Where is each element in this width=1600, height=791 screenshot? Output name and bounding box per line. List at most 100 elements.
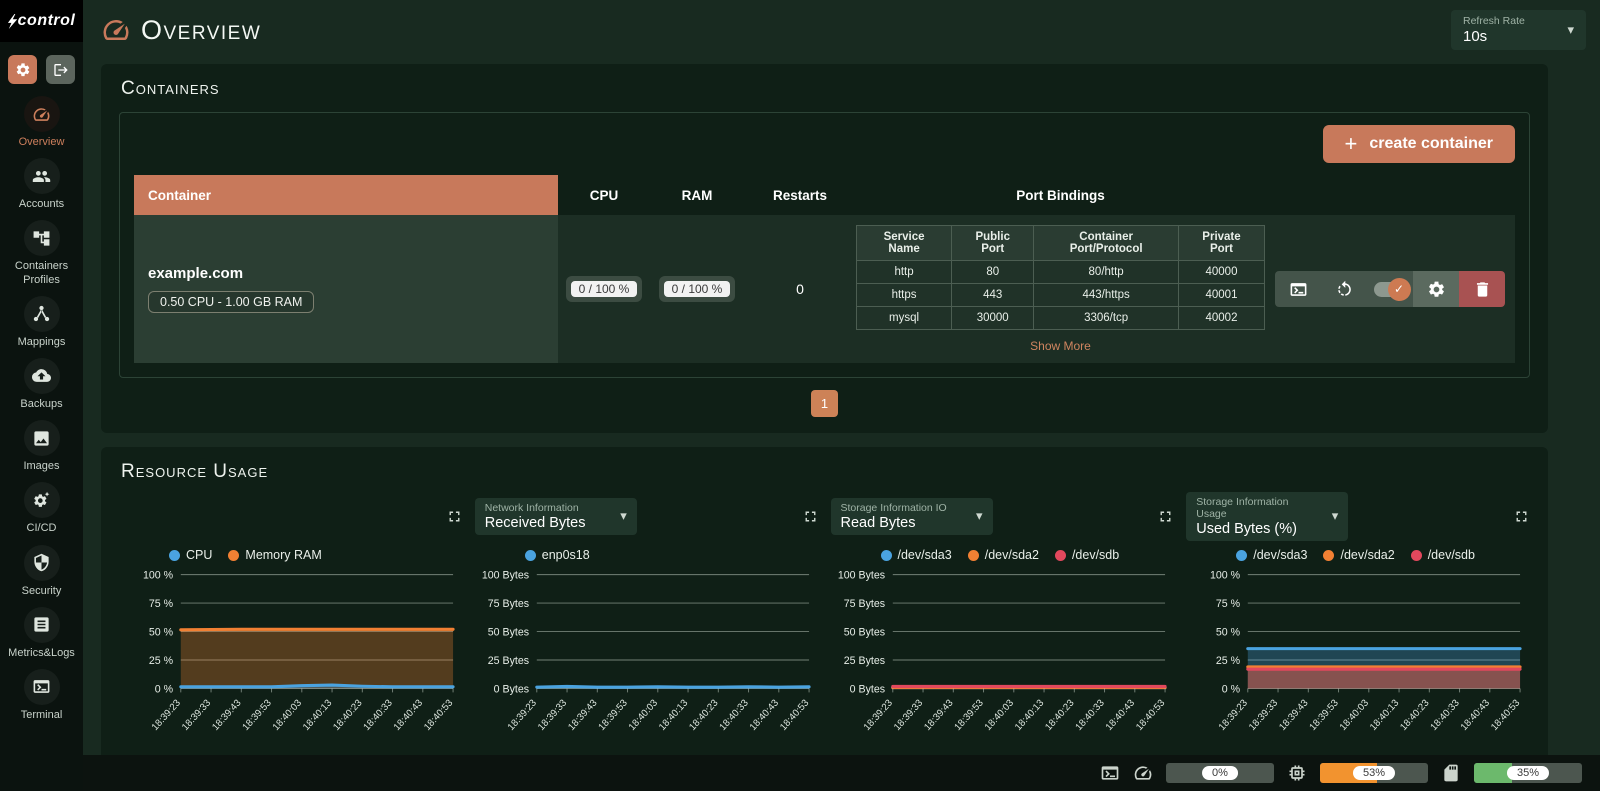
create-container-button[interactable]: + create container (1322, 125, 1515, 163)
svg-text:100 %: 100 % (1210, 569, 1241, 581)
load-progress-bar: 0% (1166, 763, 1274, 783)
svg-text:18:40:53: 18:40:53 (422, 698, 455, 733)
legend-item[interactable]: /dev/sdb (1410, 548, 1475, 562)
legend-dot (1236, 549, 1248, 561)
fullscreen-icon (449, 511, 460, 521)
chart-canvas: 100 % 75 % 50 % 25 % 0 % 18:39:23 18:39:33 18:3… (119, 563, 463, 753)
container-delete-button[interactable] (1459, 271, 1505, 307)
refresh-rate-dropdown[interactable]: Refresh Rate 10s ▾ (1451, 10, 1586, 50)
people-icon (32, 170, 51, 182)
logs-icon (34, 617, 49, 632)
ports-col-protocol: Container Port/Protocol (1033, 225, 1179, 261)
container-name-cell[interactable]: example.com 0.50 CPU - 1.00 GB RAM (134, 215, 558, 363)
svg-text:18:40:43: 18:40:43 (748, 698, 781, 733)
legend-item[interactable]: /dev/sda2 (1323, 548, 1395, 562)
tree-icon (33, 231, 50, 246)
svg-text:0 %: 0 % (1222, 683, 1241, 695)
legend-dot (169, 549, 180, 561)
sidebar-item-containers-profiles[interactable]: Containers Profiles (0, 220, 83, 286)
gauge-icon (103, 20, 129, 41)
legend-item[interactable]: /dev/sdb (1054, 548, 1119, 562)
svg-text:18:39:53: 18:39:53 (240, 698, 273, 733)
toggle-switch: ✓ (1373, 277, 1411, 301)
storage-usage-metric-dropdown[interactable]: Storage Information Usage Used Bytes (%)… (1186, 491, 1349, 541)
svg-text:25 %: 25 % (149, 655, 174, 667)
svg-text:50 Bytes: 50 Bytes (843, 626, 884, 638)
chart-network: Network Information Received Bytes ▾ enp… (474, 495, 819, 753)
chart-storage-usage: Storage Information Usage Used Bytes (%)… (1186, 491, 1530, 753)
legend-item[interactable]: /dev/sda2 (967, 548, 1039, 562)
cpu-chip-icon (1287, 763, 1307, 783)
chevron-down-icon: ▾ (1567, 22, 1574, 37)
column-header-cpu: CPU (589, 187, 619, 203)
sidebar-item-security[interactable]: Security (0, 544, 83, 598)
container-terminal-button[interactable] (1275, 271, 1321, 307)
container-restart-button[interactable] (1321, 271, 1367, 307)
svg-text:0 Bytes: 0 Bytes (493, 683, 528, 695)
legend-dot (1323, 549, 1335, 561)
svg-text:18:40:23: 18:40:23 (1043, 698, 1076, 733)
resource-usage-panel: Resource Usage CPU Memory RAM 100 % 75 % 5… (101, 447, 1548, 769)
port-bindings-table: Service Name Public Port Container Port/… (855, 225, 1266, 330)
toggle-check-icon: ✓ (1387, 277, 1411, 301)
chart-cpu-memory: CPU Memory RAM 100 % 75 % 50 % 25 % 0 % 18:39… (119, 495, 463, 753)
cpu-percent: 53% (1352, 766, 1396, 780)
svg-text:18:40:53: 18:40:53 (778, 698, 811, 733)
svg-text:18:40:13: 18:40:13 (1012, 698, 1045, 733)
sidebar-item-label: Containers Profiles (14, 260, 69, 286)
containers-section-title: Containers (121, 78, 220, 99)
sidebar-nav: Overview Accounts Containers Profiles Ma… (0, 96, 83, 731)
main-content: Overview Refresh Rate 10s ▾ Containers +… (83, 0, 1600, 791)
legend-item[interactable]: enp0s18 (524, 548, 590, 562)
svg-text:18:40:33: 18:40:33 (362, 698, 395, 733)
legend-item[interactable]: /dev/sda3 (1236, 548, 1307, 562)
fullscreen-button[interactable] (1513, 508, 1530, 525)
legend-item[interactable]: Memory RAM (228, 548, 322, 562)
ports-col-private: Private Port (1177, 225, 1266, 261)
containers-table-box: + create container Container CPU RAM Res… (119, 112, 1530, 378)
svg-text:50 Bytes: 50 Bytes (488, 626, 529, 638)
column-header-actions (1265, 175, 1515, 215)
ram-cell: 0 / 100 % (650, 215, 744, 363)
sidebar-item-overview[interactable]: Overview (0, 96, 83, 149)
page-button-1[interactable]: 1 (811, 390, 838, 417)
svg-text:50 %: 50 % (1216, 626, 1241, 638)
fullscreen-icon (805, 511, 815, 521)
svg-text:18:40:03: 18:40:03 (271, 698, 304, 733)
fullscreen-button[interactable] (1157, 508, 1174, 525)
column-header-container: Container (134, 175, 558, 215)
svg-text:18:40:53: 18:40:53 (1489, 698, 1522, 733)
legend-item[interactable]: CPU (169, 548, 212, 562)
sidebar-item-metrics-logs[interactable]: Metrics&Logs (0, 606, 83, 660)
terminal-icon[interactable] (1100, 763, 1120, 783)
gauge-icon (33, 107, 50, 121)
sidebar-item-images[interactable]: Images (0, 420, 83, 473)
storage-io-metric-dropdown[interactable]: Storage Information IO Read Bytes ▾ (830, 497, 993, 535)
sidebar-item-backups[interactable]: Backups (0, 357, 83, 411)
fullscreen-icon (1516, 511, 1527, 521)
settings-button[interactable] (8, 55, 37, 84)
svg-text:0 %: 0 % (155, 683, 174, 695)
container-settings-button[interactable] (1413, 271, 1459, 307)
restarts-cell: 0 (744, 215, 856, 363)
chart-legend: CPU Memory RAM (169, 547, 463, 563)
sidebar-item-accounts[interactable]: Accounts (0, 158, 83, 211)
page-title: Overview (141, 14, 262, 45)
legend-dot (880, 549, 892, 561)
sidebar-item-mappings[interactable]: Mappings (0, 295, 83, 349)
sidebar-item-cicd[interactable]: CI/CD (0, 482, 83, 535)
svg-text:18:40:23: 18:40:23 (687, 698, 720, 733)
image-icon (34, 431, 49, 446)
network-metric-dropdown[interactable]: Network Information Received Bytes ▾ (474, 497, 637, 535)
port-bindings-cell: Service Name Public Port Container Port/… (855, 215, 1266, 363)
svg-text:18:40:13: 18:40:13 (301, 698, 334, 733)
logout-button[interactable] (46, 55, 75, 84)
fullscreen-button[interactable] (446, 508, 463, 525)
legend-item[interactable]: /dev/sda3 (880, 548, 952, 562)
show-more-link[interactable]: Show More (1030, 339, 1091, 353)
app-logo-text: control (17, 12, 76, 29)
fullscreen-button[interactable] (802, 508, 819, 525)
sidebar-item-terminal[interactable]: Terminal (0, 668, 83, 722)
container-power-toggle[interactable]: ✓ (1367, 271, 1413, 307)
svg-text:18:39:33: 18:39:33 (1247, 698, 1280, 733)
